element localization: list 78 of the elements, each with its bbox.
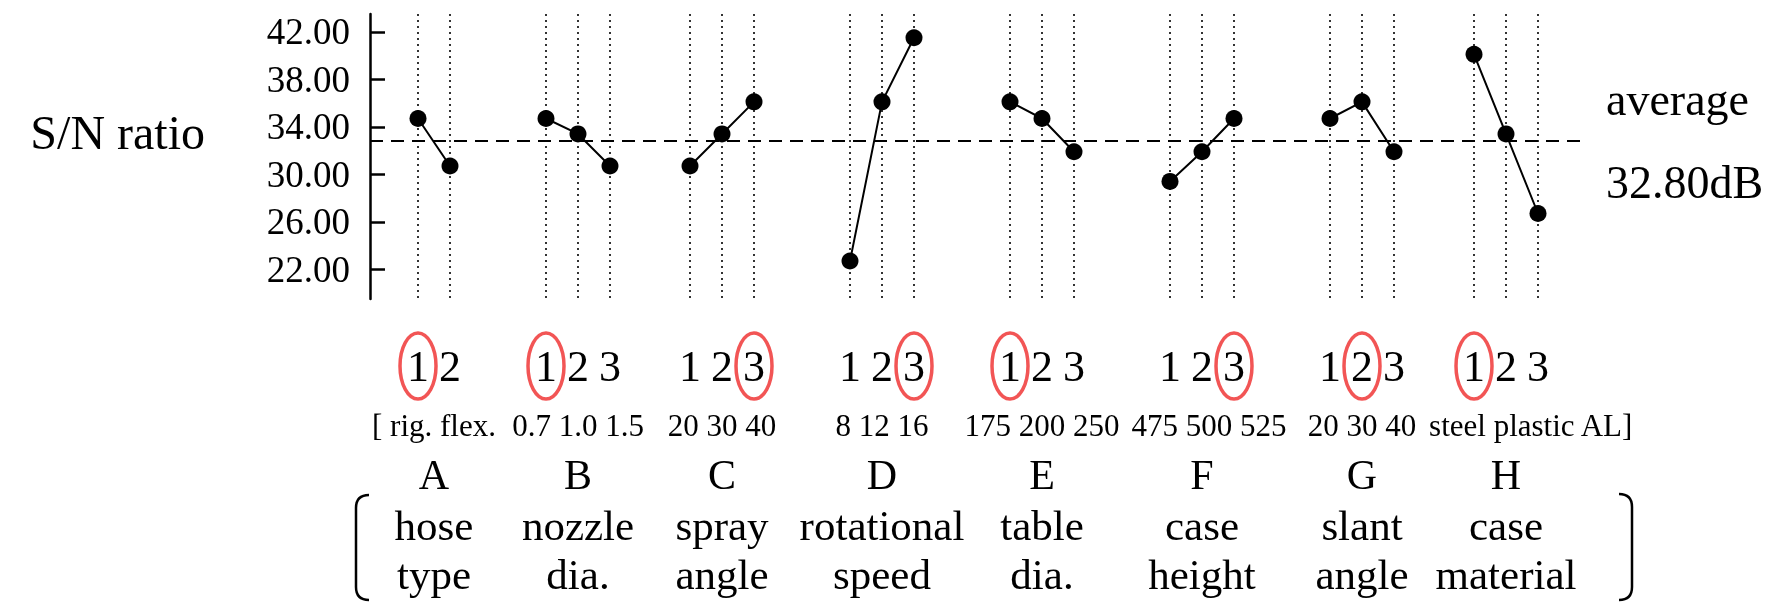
- y-tick-label: 38.00: [266, 58, 350, 100]
- x-tick-label: 2: [1351, 341, 1373, 391]
- x-tick-label: 3: [599, 341, 621, 391]
- ref-line-label: average 32.80dB: [1606, 74, 1764, 209]
- text: 0.7 1.0 1.5: [512, 407, 644, 443]
- text: table dia.: [1000, 502, 1084, 598]
- text: case material: [1435, 502, 1577, 598]
- x-tick-label: 3: [1383, 341, 1405, 391]
- x-tick-label: 2: [711, 341, 733, 391]
- x-tick-label: 2: [1191, 341, 1213, 391]
- x-tick-label: 3: [743, 341, 765, 391]
- text: F: [1190, 452, 1214, 498]
- y-axis-title: S/N ratio: [30, 106, 205, 159]
- text: [ rig. flex.: [372, 407, 496, 443]
- point: [537, 110, 555, 127]
- point: [569, 125, 587, 143]
- text: 8 12 16: [835, 407, 929, 443]
- text: D: [866, 452, 898, 498]
- point: [1465, 45, 1483, 63]
- x-tick-label: 2: [439, 341, 461, 391]
- text: nozzle dia.: [521, 502, 635, 598]
- x-tick-label: 1: [839, 341, 861, 391]
- x-tick-label: 1: [407, 341, 429, 391]
- point: [1065, 143, 1083, 161]
- x-tick-label: 1: [1159, 341, 1181, 391]
- point: [409, 110, 427, 127]
- x-tick-label: 1: [1463, 341, 1485, 391]
- point: [873, 93, 891, 111]
- x-tick-label: 2: [871, 341, 893, 391]
- x-tick-label: 3: [1527, 341, 1549, 391]
- text: rotational speed: [799, 502, 965, 598]
- point: [905, 29, 923, 47]
- text: G: [1346, 452, 1378, 498]
- point: [1321, 110, 1339, 127]
- point: [745, 93, 763, 111]
- point: [1497, 125, 1515, 143]
- text: B: [563, 452, 593, 498]
- text: hose type: [394, 502, 474, 598]
- point: [681, 157, 699, 175]
- x-tick-label: 1: [1319, 341, 1341, 391]
- text: 20 30 40: [667, 407, 777, 443]
- text: H: [1490, 452, 1522, 498]
- x-tick-label: 2: [1031, 341, 1053, 391]
- point: [841, 252, 859, 270]
- point: [1353, 93, 1371, 111]
- text: case height: [1148, 502, 1256, 598]
- x-tick-label: 2: [567, 341, 589, 391]
- x-tick-label: 3: [903, 341, 925, 391]
- text: 20 30 40: [1307, 407, 1417, 443]
- y-tick-label: 34.00: [266, 106, 350, 148]
- point: [713, 125, 731, 143]
- point: [1033, 110, 1051, 127]
- text: slant angle: [1315, 502, 1409, 598]
- x-tick-label: 1: [679, 341, 701, 391]
- text: 475 500 525: [1131, 407, 1287, 443]
- y-tick-label: 22.00: [266, 248, 350, 290]
- x-tick-label: 3: [1223, 341, 1245, 391]
- point: [1193, 143, 1211, 161]
- text: spray angle: [675, 502, 770, 598]
- text: C: [707, 452, 737, 498]
- point: [441, 157, 459, 175]
- point: [1001, 93, 1019, 111]
- text: 175 200 250: [964, 407, 1120, 443]
- point: [1225, 110, 1243, 127]
- point: [1161, 172, 1179, 190]
- x-tick-label: 1: [999, 341, 1021, 391]
- x-tick-label: 3: [1063, 341, 1085, 391]
- text: E: [1029, 452, 1055, 498]
- y-tick-label: 30.00: [266, 153, 350, 195]
- point: [1529, 205, 1547, 222]
- y-tick-label: 42.00: [266, 11, 350, 53]
- text: steel plastic AL]: [1429, 407, 1633, 443]
- y-tick-label: 26.00: [266, 201, 350, 243]
- text: A: [418, 452, 450, 498]
- point: [601, 157, 619, 175]
- x-tick-label: 2: [1495, 341, 1517, 391]
- x-tick-label: 1: [535, 341, 557, 391]
- point: [1385, 143, 1403, 161]
